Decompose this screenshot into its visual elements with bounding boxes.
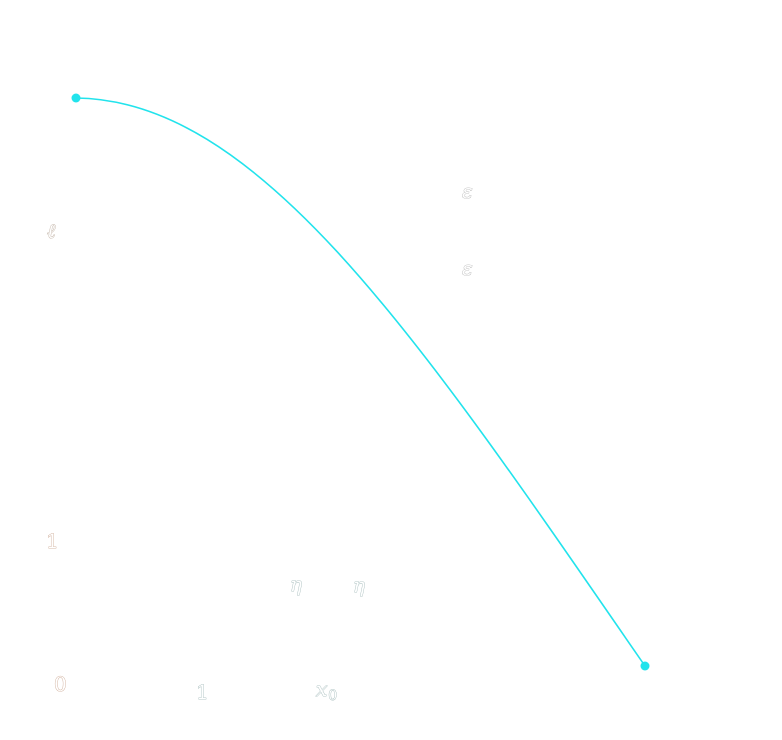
label-epsilon-top: ε xyxy=(462,179,473,203)
label-ell: ℓ xyxy=(47,219,56,243)
label-epsilon-bottom: ε xyxy=(462,256,473,280)
label-x0: x0 xyxy=(316,677,337,704)
label-x0-subscript: 0 xyxy=(328,688,337,704)
label-x0-base: x xyxy=(316,677,327,701)
label-zero: 0 xyxy=(54,672,67,696)
labels: ℓ ε ε 1 η η 0 1 x0 xyxy=(46,179,474,705)
curve-start-point xyxy=(71,93,81,103)
decay-curve xyxy=(75,97,646,667)
label-eta-right: η xyxy=(353,573,365,597)
curve-end-point xyxy=(640,661,650,671)
label-one-vertical: 1 xyxy=(46,529,59,553)
label-one-horizontal: 1 xyxy=(196,680,209,704)
curve-group xyxy=(71,93,650,671)
label-eta-left: η xyxy=(290,572,302,596)
